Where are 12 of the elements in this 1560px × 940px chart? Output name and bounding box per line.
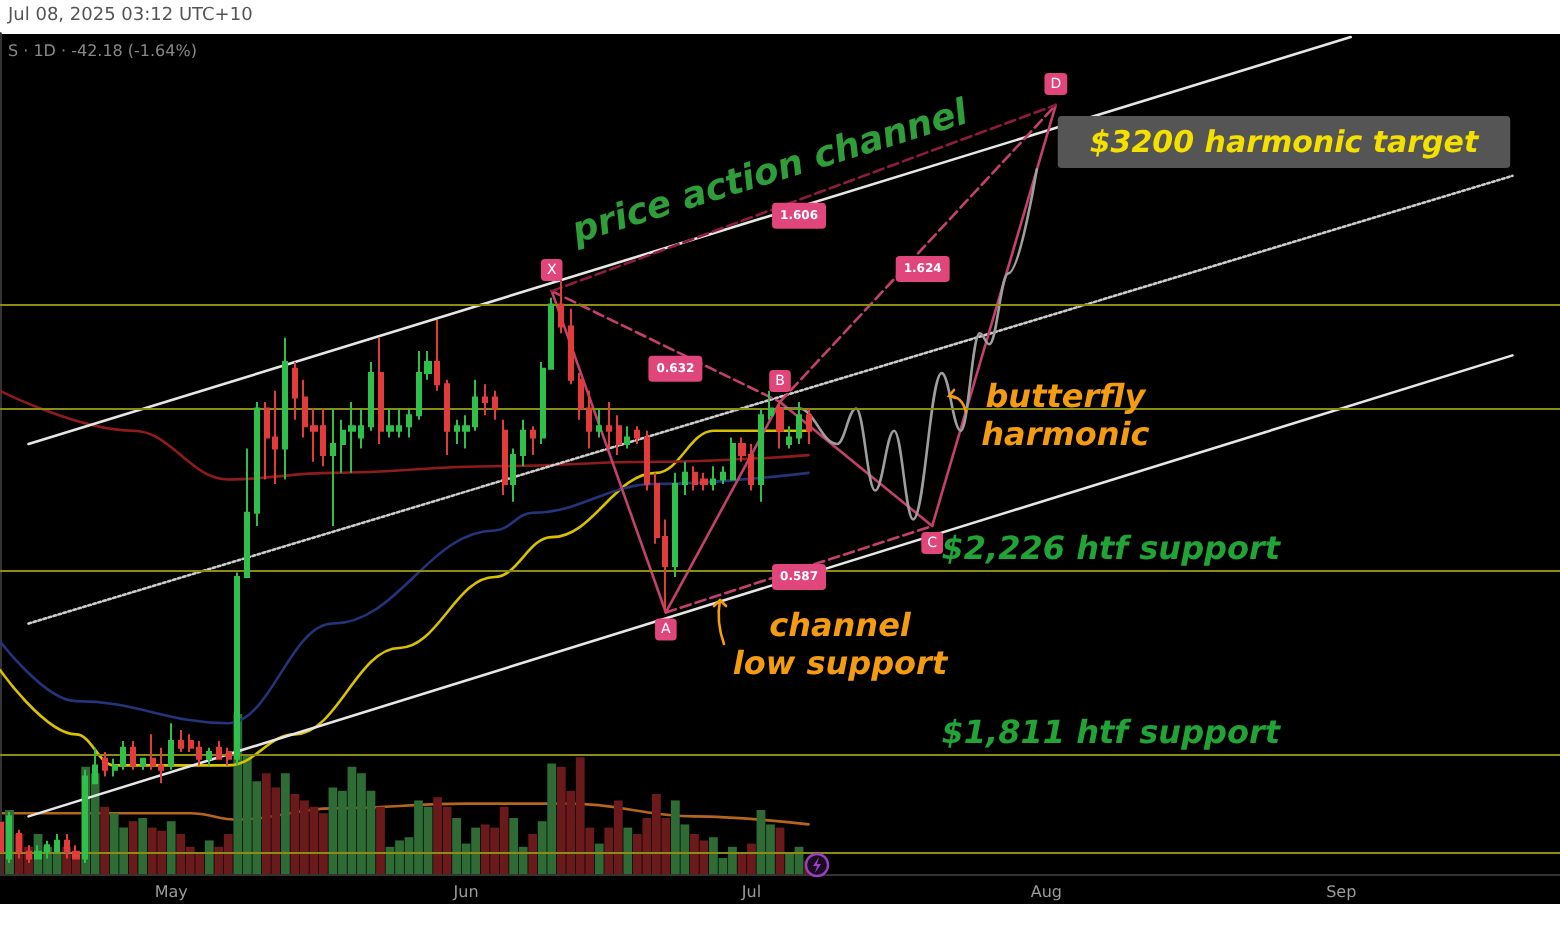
x-tick-label: Aug <box>1030 883 1062 901</box>
x-tick-label: Sep <box>1326 883 1357 901</box>
annotation: butterfly harmonic <box>981 377 1151 454</box>
chart-title: Jul 08, 2025 03:12 UTC+10 <box>8 6 253 26</box>
x-tick-label: Jul <box>739 883 762 901</box>
ref-line-label: $2,226 htf support <box>941 528 1283 567</box>
annotation: channel low support <box>732 606 950 682</box>
text: S · 1D · -42.18 (-1.64%) <box>8 42 197 60</box>
ref-line-label: $1,811 htf support <box>941 712 1283 751</box>
x-tick-label: May <box>154 883 189 901</box>
x-tick-label: Jun <box>451 883 479 901</box>
annotation: $3200 harmonic target <box>1089 124 1480 160</box>
